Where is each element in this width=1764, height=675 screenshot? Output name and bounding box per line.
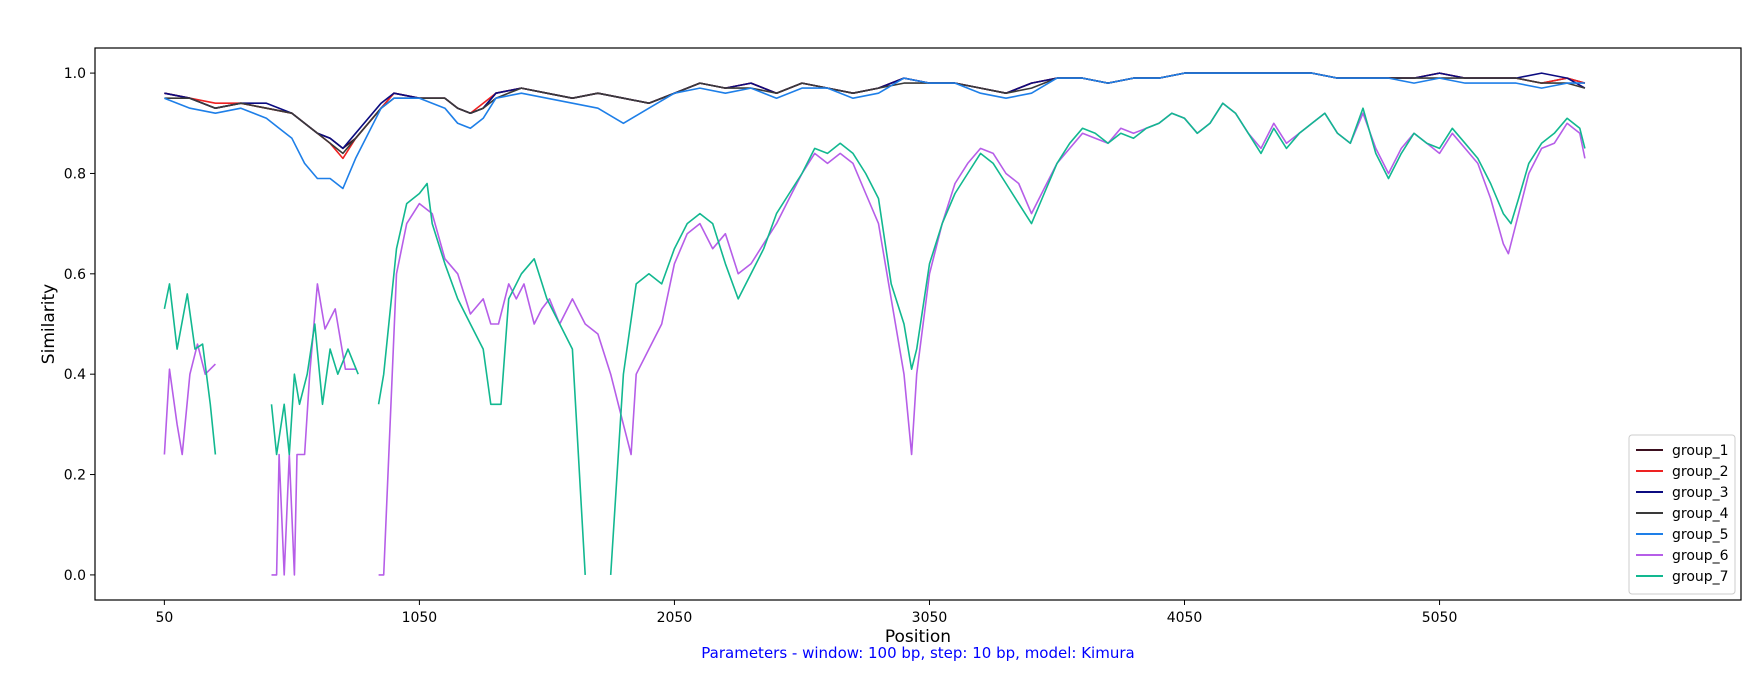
x-tick-label: 50 bbox=[155, 610, 173, 626]
legend-label: group_4 bbox=[1672, 506, 1729, 522]
y-axis-ticks: 0.0 0.2 0.4 0.6 0.8 1.0 bbox=[64, 66, 95, 584]
y-tick-label: 1.0 bbox=[64, 66, 86, 82]
y-tick-label: 0.0 bbox=[64, 568, 86, 584]
parameters-caption: Parameters - window: 100 bp, step: 10 bp… bbox=[701, 644, 1134, 662]
x-tick-label: 1050 bbox=[402, 610, 438, 626]
y-tick-label: 0.8 bbox=[64, 166, 86, 182]
x-axis-ticks: 50 1050 2050 3050 4050 5050 bbox=[155, 600, 1457, 626]
x-tick-label: 3050 bbox=[912, 610, 948, 626]
y-tick-label: 0.6 bbox=[64, 267, 86, 283]
legend: group_1 group_2 group_3 group_4 group_5group… bbox=[1628, 434, 1736, 595]
legend-label: group_3 bbox=[1672, 485, 1729, 501]
legend-label: group_1 bbox=[1672, 443, 1729, 459]
x-tick-label: 2050 bbox=[657, 610, 693, 626]
legend-label: group_2 bbox=[1672, 464, 1729, 480]
plot-lines bbox=[163, 72, 1586, 576]
x-tick-label: 4050 bbox=[1167, 610, 1203, 626]
y-axis-title: Similarity bbox=[39, 284, 59, 364]
legend-label: group_5 bbox=[1672, 527, 1729, 543]
x-axis-title: Position bbox=[885, 627, 951, 647]
legend-label: group_6 bbox=[1672, 548, 1729, 564]
plot-frame bbox=[94, 47, 1742, 601]
y-tick-label: 0.4 bbox=[64, 367, 86, 383]
x-tick-label: 5050 bbox=[1422, 610, 1458, 626]
series-line-group_5 bbox=[164, 72, 1585, 190]
series-line-group_7 bbox=[163, 102, 1586, 575]
legend-label: group_7 bbox=[1672, 569, 1729, 585]
y-tick-label: 0.2 bbox=[64, 468, 86, 484]
series-line-group_6 bbox=[163, 102, 1586, 576]
